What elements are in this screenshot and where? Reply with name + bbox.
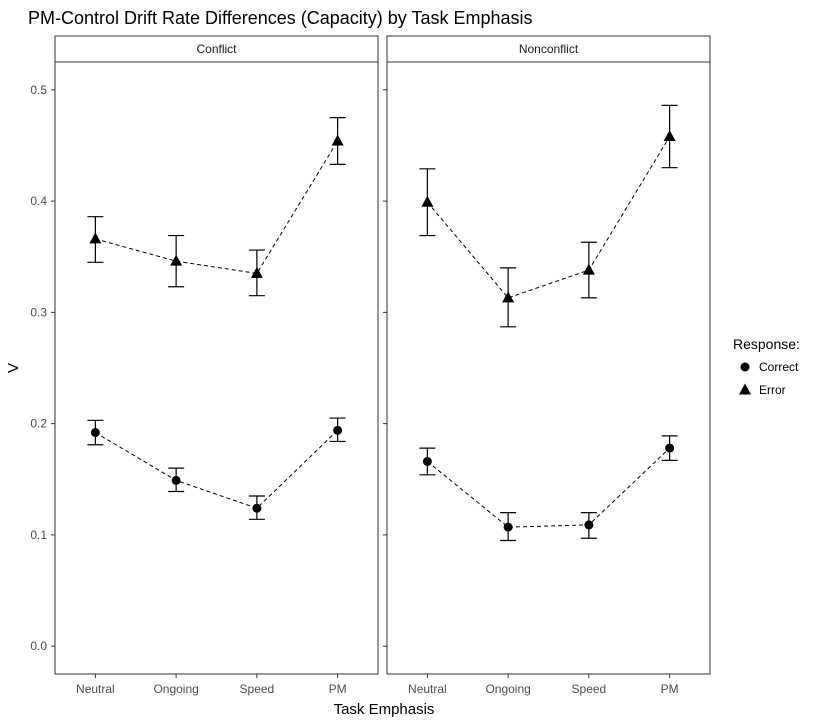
y-tick-label: 0.1 [30,528,47,542]
data-point [422,456,432,466]
data-point [502,291,515,303]
data-point [421,195,434,207]
series-line [427,447,670,528]
chart-title: PM-Control Drift Rate Differences (Capac… [28,8,533,28]
data-point [503,522,513,532]
data-point [171,475,181,485]
x-tick-label: Ongoing [153,682,198,696]
facet-conflict: Conflict Neutral Ongoing Speed PM [54,35,387,696]
facet-nonconflict: Nonconflict Neutral Ongoing Speed PM [386,35,711,696]
x-tick-label: Speed [240,682,275,696]
y-tick-label: 0.3 [30,305,47,319]
y-axis: 0.0 0.1 0.2 0.3 0.4 0.5 [30,83,55,653]
series-error [419,104,678,328]
data-point [89,232,102,244]
data-point [663,130,676,142]
data-point [582,263,595,275]
facet-panel [54,61,379,675]
legend-label: Correct [759,360,799,374]
x-tick-label: Ongoing [485,682,530,696]
legend-key-triangle [739,383,751,395]
data-point [331,134,344,146]
y-tick-label: 0.4 [30,194,47,208]
series-correct [87,417,346,520]
legend-label: Error [759,383,786,397]
data-point [252,503,262,513]
x-tick-label: PM [329,682,347,696]
x-tick-label: PM [661,682,679,696]
data-point [665,443,675,453]
facet-strip-label: Nonconflict [519,42,579,56]
x-tick-label: Neutral [76,682,115,696]
data-point [250,266,263,278]
y-tick-label: 0.5 [30,83,47,97]
legend-title: Response: [733,336,800,352]
facet-panel [386,61,711,675]
series-correct [419,435,678,542]
data-point [90,428,100,438]
data-point [584,520,594,530]
data-point [333,425,343,435]
facet-strip-label: Conflict [196,42,237,56]
legend-key-circle [740,362,750,372]
legend: Response: Correct Error [733,336,800,397]
y-tick-label: 0.0 [30,639,47,653]
y-axis-label: V [5,363,22,373]
x-axis-label: Task Emphasis [334,701,435,718]
series-line [95,429,338,509]
series-line [95,140,339,274]
data-point [170,254,183,266]
y-tick-label: 0.2 [30,417,47,431]
series-line [426,136,671,299]
x-tick-label: Neutral [408,682,447,696]
series-error [87,117,346,297]
x-tick-label: Speed [572,682,607,696]
